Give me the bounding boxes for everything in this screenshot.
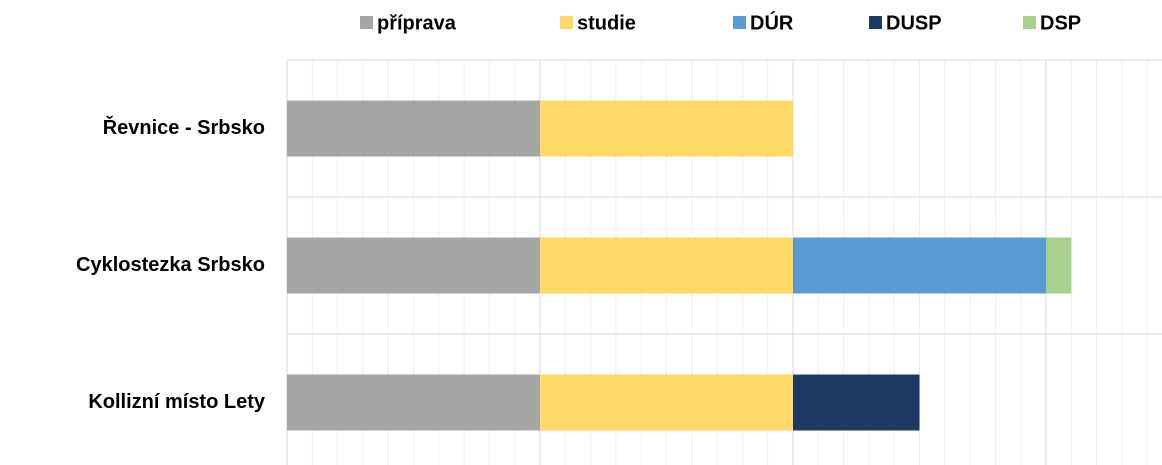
bar-segment [287, 100, 540, 157]
y-tick-label: Kollizní místo Lety [88, 391, 266, 413]
bar-segment [793, 374, 920, 431]
bar-segment [540, 237, 793, 294]
y-tick-label: Řevnice - Srbsko [103, 115, 265, 139]
legend-swatch [1023, 16, 1036, 29]
legend-label: DÚR [750, 10, 794, 34]
legend-swatch [360, 16, 373, 29]
bar-segment [287, 237, 540, 294]
legend-swatch [560, 16, 573, 29]
y-tick-label: Cyklostezka Srbsko [76, 254, 265, 276]
legend-swatch [869, 16, 882, 29]
bar-segment [540, 374, 793, 431]
bar-segment [287, 374, 540, 431]
legend-label: DSP [1040, 12, 1081, 34]
legend-label: DUSP [886, 12, 942, 34]
bar-segment [540, 100, 793, 157]
bar-segment [1046, 237, 1072, 294]
legend-label: příprava [377, 12, 457, 34]
legend-label: studie [577, 12, 636, 34]
bar-segment [793, 237, 1046, 294]
legend-swatch [733, 16, 746, 29]
